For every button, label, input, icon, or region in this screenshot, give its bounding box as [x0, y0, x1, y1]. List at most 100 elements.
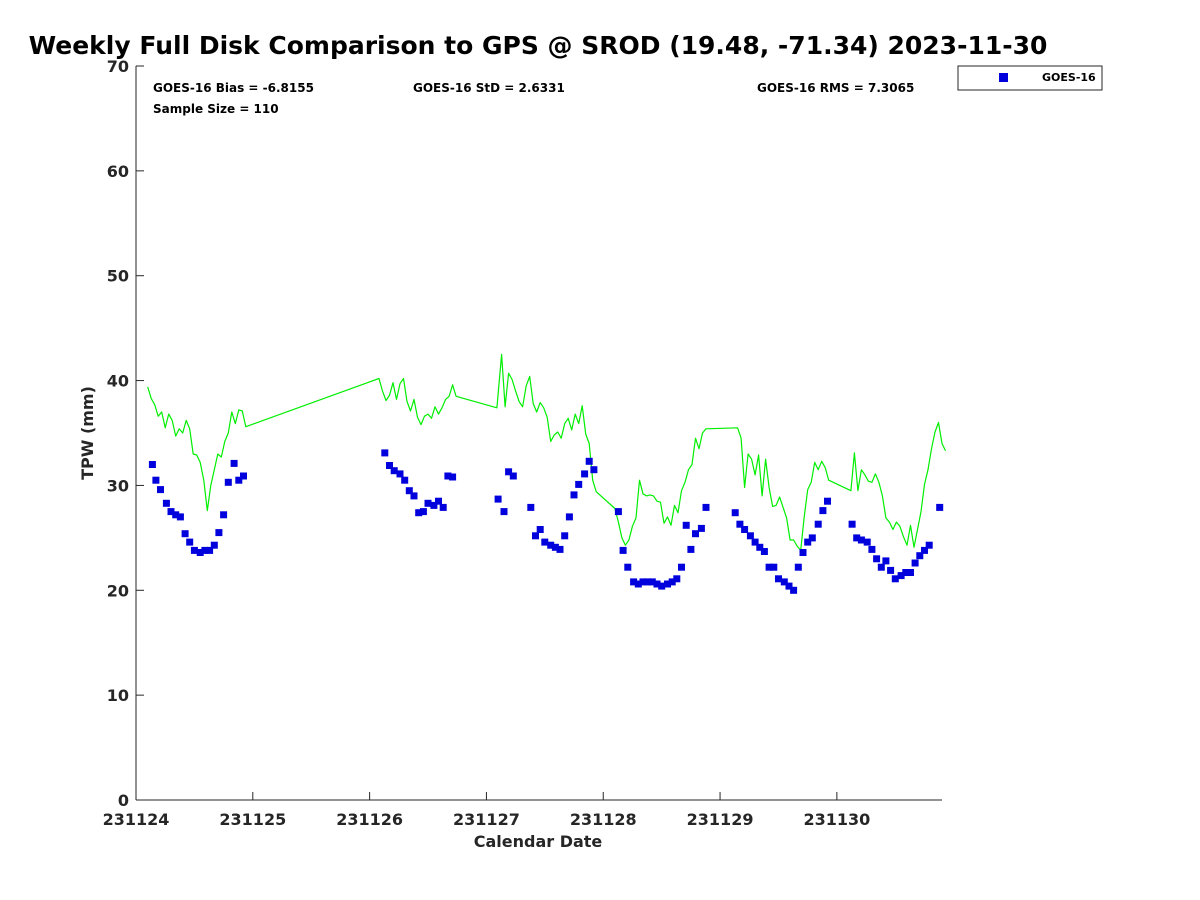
y-tick-label: 20	[107, 581, 129, 600]
goes-point	[224, 478, 232, 486]
legend-box	[957, 65, 1103, 91]
goes-point	[648, 578, 656, 586]
goes-point	[556, 545, 564, 553]
goes-point	[509, 472, 517, 480]
goes-point	[902, 569, 910, 576]
goes-point	[148, 461, 156, 468]
goes-point	[162, 499, 170, 507]
goes-point	[439, 503, 447, 511]
goes-point	[664, 580, 671, 588]
goes-point	[176, 513, 184, 521]
chart-title: Weekly Full Disk Comparison to GPS @ SRO…	[29, 31, 1048, 60]
goes-point	[536, 526, 544, 533]
goes-point	[565, 513, 573, 521]
goes-point	[848, 520, 856, 528]
std-stat: GOES-16 StD = 2.6331	[413, 81, 565, 95]
goes-point	[527, 503, 535, 511]
goes-point	[911, 559, 919, 567]
goes-point	[887, 566, 895, 574]
x-tick-label: 231128	[570, 810, 637, 829]
x-tick-label: 231125	[219, 810, 286, 829]
goes-point	[157, 486, 164, 494]
goes-point	[857, 536, 865, 544]
goes-point	[756, 543, 764, 551]
goes-point	[419, 508, 427, 516]
goes-point	[396, 470, 404, 478]
goes-point	[575, 480, 583, 488]
y-tick-label: 70	[107, 57, 129, 76]
goes-point	[494, 495, 502, 503]
goes-point	[435, 497, 442, 505]
goes-point	[401, 476, 409, 484]
x-tick-label: 231124	[103, 810, 170, 829]
goes-point	[220, 511, 228, 519]
goes-point	[215, 529, 223, 537]
goes-point	[541, 538, 549, 546]
goes-point	[449, 473, 457, 481]
goes-point	[794, 563, 802, 571]
goes-point	[731, 509, 739, 517]
goes-point	[424, 499, 432, 507]
goes-point	[799, 549, 807, 556]
y-axis-label: TPW (mm)	[78, 386, 97, 480]
goes-point	[639, 578, 647, 586]
goes-point	[532, 532, 539, 540]
goes-point	[196, 549, 204, 556]
goes-point	[386, 462, 393, 469]
goes-point	[590, 466, 598, 474]
goes-point	[692, 530, 699, 538]
goes-point	[201, 546, 209, 554]
x-tick-label: 231130	[803, 810, 870, 829]
legend-swatch	[999, 73, 1008, 82]
goes-point	[814, 520, 822, 528]
goes-point	[500, 508, 508, 516]
goes-point	[505, 468, 513, 476]
goes-point	[936, 503, 944, 511]
x-tick-label: 231126	[336, 810, 403, 829]
plot-axes	[135, 66, 942, 801]
goes-point	[634, 580, 642, 588]
x-tick-label: 231129	[687, 810, 754, 829]
goes-point	[551, 543, 559, 551]
goes-point	[570, 491, 578, 499]
goes-point	[624, 563, 632, 571]
y-tick-label: 40	[107, 372, 129, 391]
y-axis: 0 10 20 30 40 50 60 70	[107, 57, 144, 810]
goes-point	[619, 546, 627, 554]
goes-point	[405, 487, 413, 495]
goes-point	[925, 541, 933, 549]
goes-point	[444, 472, 452, 480]
goes-point	[181, 530, 189, 538]
legend: GOES-16	[957, 65, 1103, 91]
legend-label: GOES-16	[1042, 71, 1096, 84]
goes-point	[235, 476, 243, 484]
goes-point	[897, 572, 905, 580]
goes-point	[853, 534, 861, 542]
gps-line	[147, 353, 947, 552]
goes-point	[891, 575, 899, 583]
goes-point	[415, 509, 423, 517]
goes-point	[775, 575, 782, 583]
goes-point	[785, 582, 793, 590]
goes-point	[186, 538, 194, 546]
goes-point	[687, 545, 695, 553]
y-tick-label: 10	[107, 686, 129, 705]
goes-point	[172, 511, 180, 519]
goes-point	[410, 492, 418, 500]
sample-size-stat: Sample Size = 110	[153, 102, 279, 116]
goes-point	[644, 578, 652, 586]
goes-point	[152, 476, 160, 484]
goes-point	[746, 532, 754, 540]
goes-point	[868, 545, 876, 553]
y-tick-label: 0	[118, 791, 129, 810]
y-tick-label: 30	[107, 476, 129, 495]
goes-point	[561, 532, 569, 540]
goes-point	[907, 569, 914, 576]
goes-point	[678, 563, 685, 571]
goes-point	[658, 582, 666, 590]
goes-point	[765, 563, 773, 571]
goes-point	[863, 538, 871, 546]
goes-point	[760, 548, 768, 555]
bias-stat: GOES-16 Bias = -6.8155	[153, 81, 314, 95]
